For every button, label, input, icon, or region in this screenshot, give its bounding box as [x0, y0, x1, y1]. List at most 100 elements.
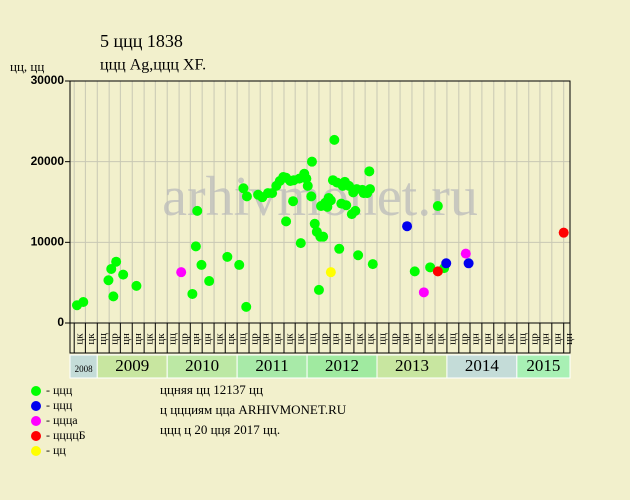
point — [325, 195, 336, 206]
legend-marker — [31, 416, 41, 426]
point — [108, 291, 119, 302]
x-tick-label: цн — [470, 333, 482, 345]
x-tick-label: цц — [237, 333, 249, 345]
watermark: arhivmonet.ru — [162, 166, 478, 228]
year-label: 2014 — [465, 356, 500, 375]
x-tick-label: цн — [260, 333, 272, 345]
legend-marker — [31, 431, 41, 441]
y-tick-label: 30000 — [31, 73, 65, 87]
x-tick-label: цк — [144, 333, 156, 345]
note: ццняя цц 12137 цц — [160, 382, 263, 397]
x-tick-label: цн — [563, 333, 575, 345]
x-tick-label: цн — [342, 333, 354, 345]
x-tick-label: цк — [435, 333, 447, 345]
point — [364, 166, 375, 177]
point — [302, 180, 313, 191]
x-tick-label: цк — [214, 333, 226, 345]
chart-title: 5 ццц 1838 — [100, 31, 183, 51]
x-tick-label: цк — [284, 333, 296, 345]
x-tick-label: цн — [551, 333, 563, 345]
x-tick-label: цр — [249, 333, 261, 345]
x-tick-label: цк — [225, 333, 237, 345]
legend-marker — [31, 446, 41, 456]
year-label: 2015 — [526, 356, 560, 375]
x-tick-label: цц — [167, 333, 179, 345]
point — [267, 188, 278, 199]
x-tick-label: цк — [365, 333, 377, 345]
x-tick-label: цк — [423, 333, 435, 345]
point — [222, 251, 233, 262]
point — [367, 259, 378, 270]
x-tick-label: цр — [388, 333, 400, 345]
year-label: 2013 — [395, 356, 429, 375]
point — [106, 263, 117, 274]
point — [418, 287, 429, 298]
x-tick-label: цк — [504, 333, 516, 345]
point — [204, 276, 215, 287]
point — [281, 216, 292, 227]
note: ццц ц 20 цця 2017 цц. — [160, 422, 280, 437]
point — [111, 256, 122, 267]
point — [460, 248, 471, 259]
legend-marker — [31, 401, 41, 411]
x-tick-label: цн — [272, 333, 284, 345]
point — [441, 258, 452, 269]
legend-label: - ццц — [46, 398, 73, 412]
point — [350, 205, 361, 216]
x-tick-label: цн — [539, 333, 551, 345]
legend-label: - цц — [46, 443, 66, 457]
point — [288, 196, 299, 207]
legend-label: - ццц — [46, 383, 73, 397]
x-tick-label: цн — [120, 333, 132, 345]
point — [238, 183, 249, 194]
x-tick-label: цц — [446, 333, 458, 345]
point — [329, 134, 340, 145]
x-tick-label: цн — [190, 333, 202, 345]
x-tick-label: цц — [307, 333, 319, 345]
point — [306, 191, 317, 202]
year-band — [516, 354, 571, 379]
point — [103, 275, 114, 286]
legend-marker — [31, 386, 41, 396]
x-tick-label: цк — [493, 333, 505, 345]
year-label: 2008 — [75, 364, 94, 374]
point — [118, 269, 129, 280]
x-tick-label: цр — [528, 333, 540, 345]
point — [325, 267, 336, 278]
year-label: 2011 — [255, 356, 288, 375]
year-label: 2009 — [115, 356, 149, 375]
legend-label: - ццца — [46, 413, 78, 427]
x-tick-label: цр — [179, 333, 191, 345]
point — [295, 238, 306, 249]
legend-label: - ццццБ — [46, 428, 86, 442]
point — [234, 259, 245, 270]
x-axis-band — [69, 322, 571, 354]
point — [353, 250, 364, 261]
point — [196, 259, 207, 270]
point — [306, 156, 317, 167]
point — [313, 284, 324, 295]
point — [432, 266, 443, 277]
y-tick-label: 0 — [57, 315, 64, 329]
x-tick-label: цн — [411, 333, 423, 345]
point — [425, 262, 436, 273]
point — [432, 201, 443, 212]
x-tick-label: цк — [85, 333, 97, 345]
point — [131, 280, 142, 291]
x-tick-label: цр — [318, 333, 330, 345]
year-label: 2012 — [325, 356, 359, 375]
point — [190, 241, 201, 252]
x-tick-label: цн — [400, 333, 412, 345]
x-tick-label: цн — [202, 333, 214, 345]
x-tick-label: цн — [132, 333, 144, 345]
point — [309, 218, 320, 229]
year-label: 2010 — [185, 356, 219, 375]
x-tick-label: цц — [97, 333, 109, 345]
point — [176, 267, 187, 278]
point — [78, 297, 89, 308]
point — [318, 231, 329, 242]
x-tick-label: цр — [109, 333, 121, 345]
point — [341, 200, 352, 211]
chart-subtitle: ццц Ag,ццц XF. — [100, 57, 206, 74]
